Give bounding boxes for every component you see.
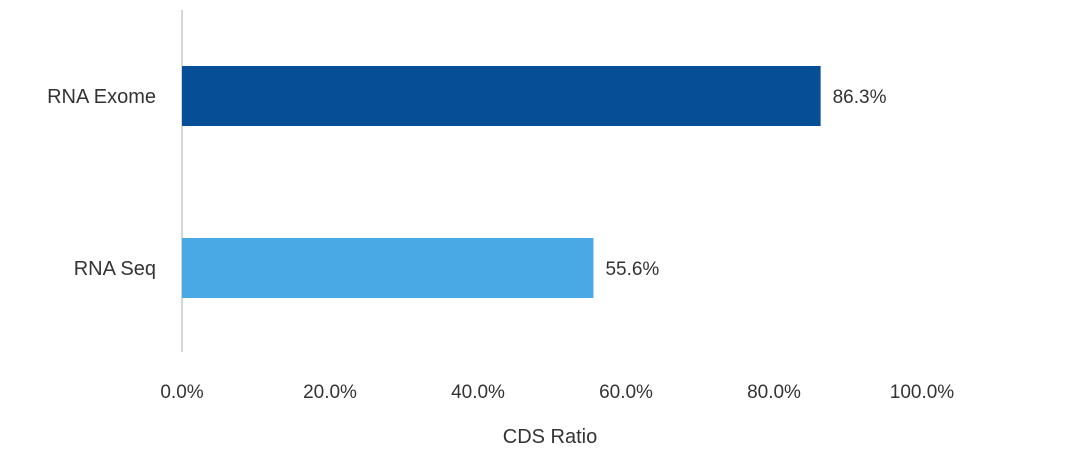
x-tick-label: 20.0% (303, 382, 357, 403)
x-tick-label: 100.0% (890, 382, 955, 403)
data-label: 55.6% (605, 259, 659, 280)
x-tick-label: 60.0% (599, 382, 653, 403)
category-label: RNA Seq (74, 258, 156, 280)
data-label: 86.3% (833, 87, 887, 108)
x-tick-label: 80.0% (747, 382, 801, 403)
x-axis-title: CDS Ratio (503, 426, 597, 448)
category-label: RNA Exome (47, 86, 156, 108)
bar-rna-seq (182, 238, 594, 298)
x-tick-label: 0.0% (160, 382, 203, 403)
bar-rna-exome (182, 66, 821, 126)
x-axis-ticks: 0.0% 20.0% 40.0% 60.0% 80.0% 100.0% (160, 382, 954, 403)
bars-layer: RNA Exome 86.3% RNA Seq 55.6% (47, 66, 887, 298)
x-tick-label: 40.0% (451, 382, 505, 403)
